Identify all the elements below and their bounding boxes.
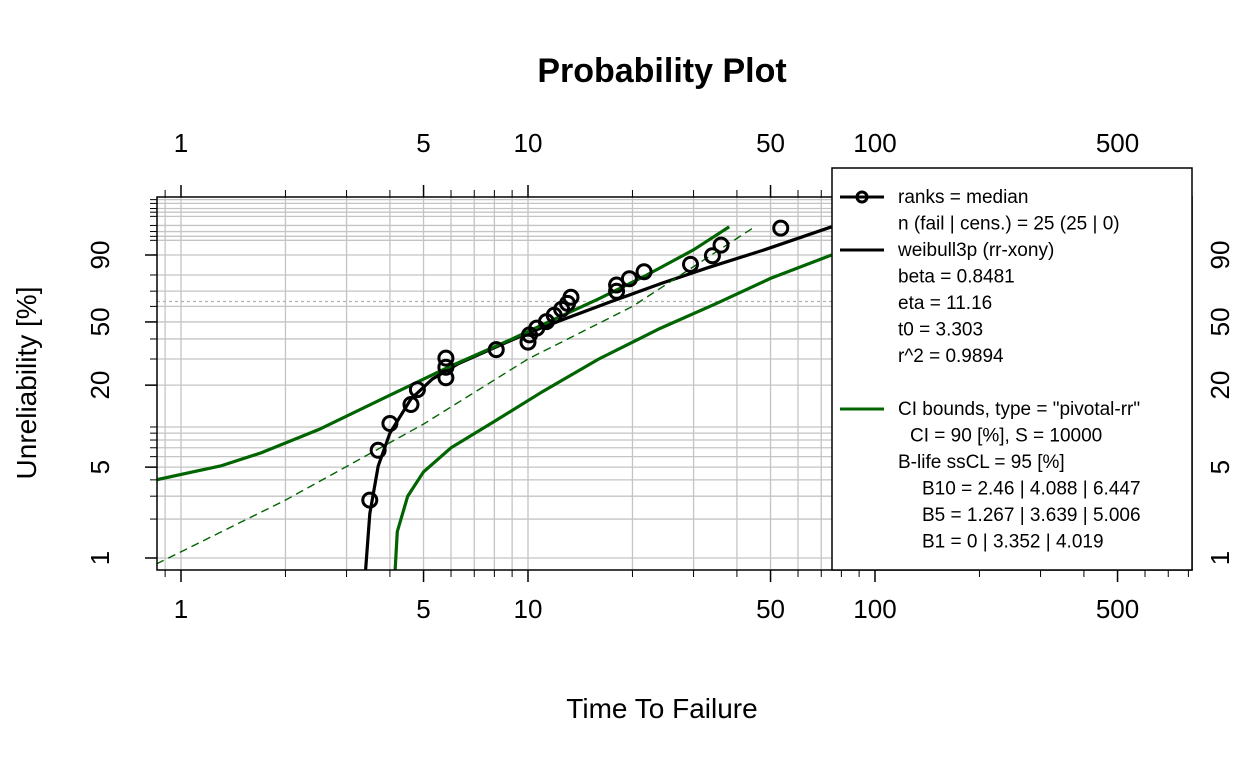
legend-entry: B1 = 0 | 3.352 | 4.019 [922, 532, 1104, 553]
y-tick-label-right: 20 [1205, 371, 1235, 400]
legend-entry: B-life ssCL = 95 [%] [898, 452, 1065, 473]
data-point [608, 282, 626, 300]
legend-box [831, 167, 1193, 571]
data-point [487, 341, 505, 359]
data-point [608, 276, 626, 294]
series-line [157, 225, 731, 482]
data-point [361, 491, 379, 509]
y-tick-label-right: 50 [1205, 307, 1235, 336]
chart-title: Probability Plot [537, 52, 786, 90]
x-tick-label: 50 [756, 594, 785, 624]
x-tick-label-top: 1 [174, 128, 188, 158]
data-points [361, 219, 790, 509]
y-tick-label: 90 [85, 241, 115, 270]
y-axis-label: Unreliability [%] [11, 287, 42, 480]
y-tick-label: 1 [85, 551, 115, 565]
data-point [562, 288, 580, 306]
y-tick-label: 20 [85, 371, 115, 400]
legend-entry: t0 = 3.303 [898, 320, 983, 341]
data-point [381, 415, 399, 433]
series-line [157, 226, 756, 565]
legend-entry: r^2 = 0.9894 [898, 346, 1004, 367]
x-tick-label-top: 100 [853, 128, 896, 158]
x-tick-label-top: 10 [514, 128, 543, 158]
y-tick-label-right: 90 [1205, 241, 1235, 270]
legend: ranks = median n (fail | cens.) = 25 (25 … [831, 167, 1193, 571]
x-axis-label: Time To Failure [566, 693, 757, 724]
data-point [703, 247, 721, 265]
legend-entry: CI bounds, type = "pivotal-rr" [898, 399, 1140, 420]
x-tick-label: 10 [514, 594, 543, 624]
data-point [402, 395, 420, 413]
x-tick-label: 500 [1096, 594, 1139, 624]
data-point [519, 333, 537, 351]
y-tick-label: 50 [85, 307, 115, 336]
data-point [437, 358, 455, 376]
data-point [772, 219, 790, 237]
data-point [682, 255, 700, 273]
x-tick-label-top: 50 [756, 128, 785, 158]
data-point [712, 236, 730, 254]
legend-point-swatch [855, 190, 869, 204]
legend-entry: n (fail | cens.) = 25 (25 | 0) [898, 214, 1120, 235]
legend-entry: B10 = 2.46 | 4.088 | 6.447 [922, 479, 1141, 500]
legend-entry: ranks = median [898, 187, 1028, 208]
y-tick-label-right: 5 [1205, 460, 1235, 474]
legend-entry: CI = 90 [%], S = 10000 [910, 426, 1102, 447]
x-tick-label: 5 [416, 594, 430, 624]
x-tick-label-top: 500 [1096, 128, 1139, 158]
x-tick-label-top: 5 [416, 128, 430, 158]
series-line [393, 253, 833, 570]
legend-entry: eta = 11.16 [898, 293, 992, 314]
legend-entry: beta = 0.8481 [898, 267, 1015, 288]
data-point [408, 381, 426, 399]
data-point [369, 441, 387, 459]
data-point [437, 349, 455, 367]
legend-entry: weibull3p (rr-xony) [897, 240, 1054, 261]
data-point [437, 369, 455, 387]
x-tick-label: 1 [174, 594, 188, 624]
data-point [635, 263, 653, 281]
y-tick-label: 5 [85, 460, 115, 474]
x-tick-label: 100 [853, 594, 896, 624]
data-point [620, 270, 638, 288]
y-tick-label-right: 1 [1205, 551, 1235, 565]
legend-entry: B5 = 1.267 | 3.639 | 5.006 [922, 505, 1141, 526]
